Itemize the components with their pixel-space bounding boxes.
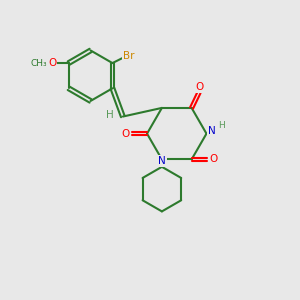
Text: H: H: [219, 121, 225, 130]
Text: Br: Br: [123, 51, 134, 61]
Text: O: O: [209, 154, 217, 164]
Text: O: O: [122, 129, 130, 139]
Text: O: O: [48, 58, 56, 68]
Text: H: H: [106, 110, 114, 120]
Text: H: H: [106, 110, 114, 120]
Text: N: N: [208, 126, 216, 136]
Text: O: O: [122, 129, 130, 139]
Text: CH₃: CH₃: [31, 58, 47, 68]
Text: N: N: [208, 126, 216, 136]
Text: O: O: [48, 58, 56, 68]
Text: H: H: [219, 121, 225, 130]
Text: O: O: [195, 82, 203, 92]
Text: O: O: [209, 154, 217, 164]
Text: Br: Br: [123, 51, 134, 61]
Text: O: O: [195, 82, 203, 92]
Text: CH₃: CH₃: [31, 58, 47, 68]
Text: N: N: [158, 156, 166, 166]
Text: N: N: [158, 156, 166, 166]
